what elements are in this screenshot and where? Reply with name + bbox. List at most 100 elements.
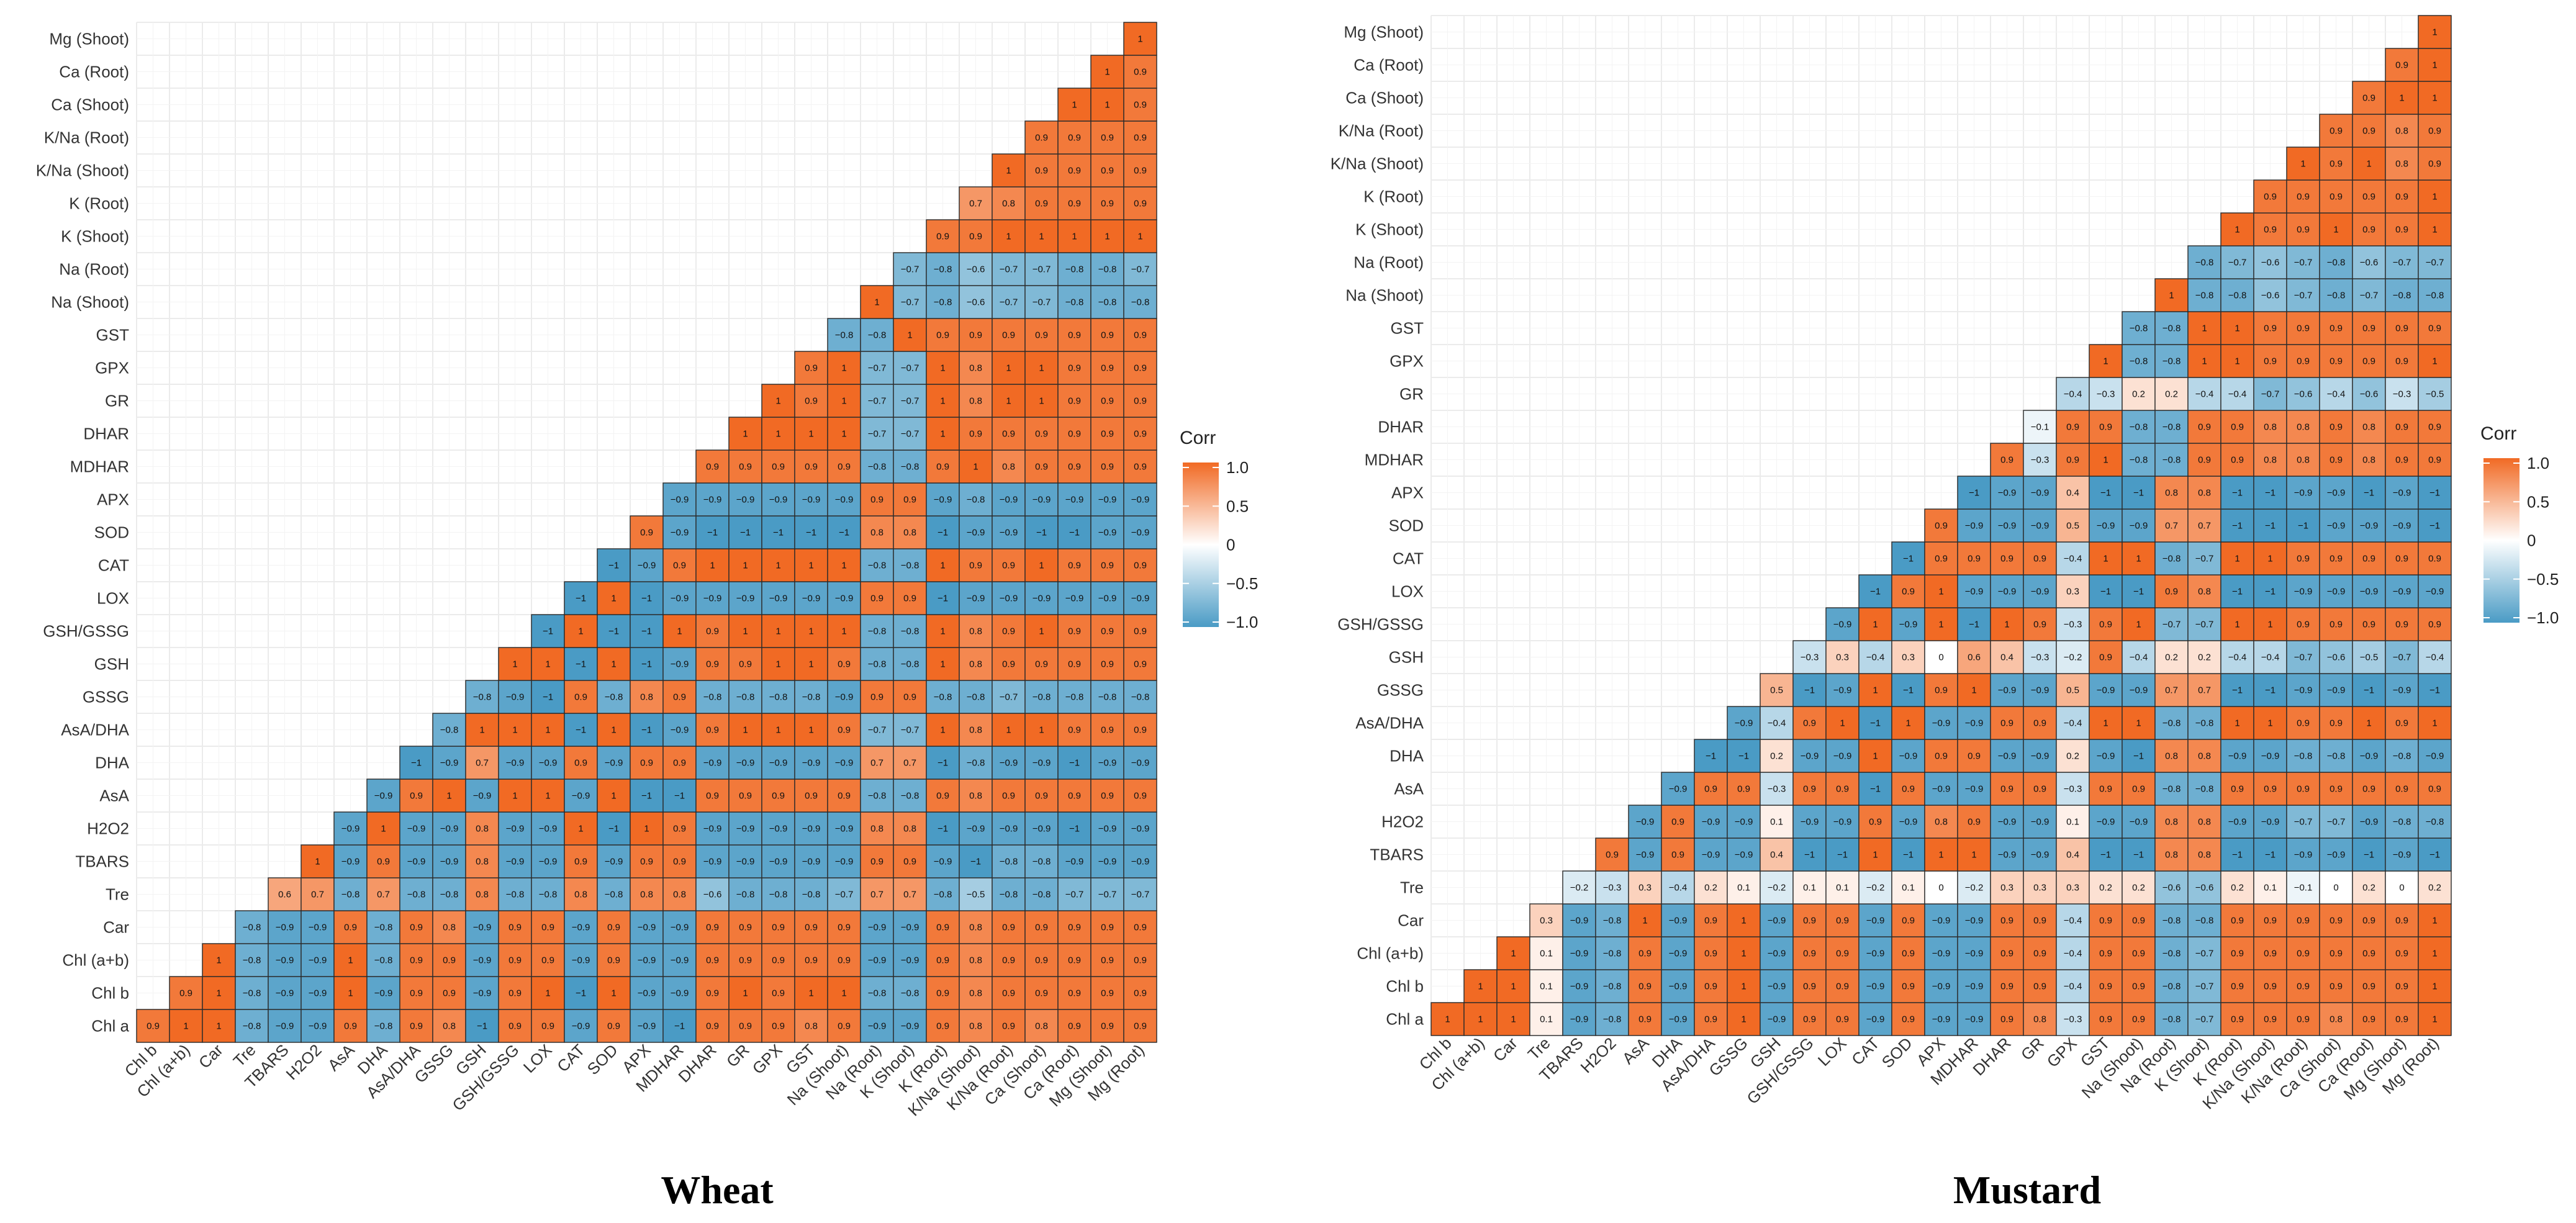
heatmap-cell [1858,640,1892,674]
cell-value-label: 1 [1511,982,1516,992]
cell-value-label: 0.9 [1035,988,1048,999]
heatmap-cell [662,844,697,878]
cell-value-label: 0.8 [2198,817,2211,828]
cell-value-label: 1 [2004,620,2009,630]
cell-value-label: −0.9 [802,824,821,834]
cell-value-label: 1 [545,791,550,801]
cell-value-label: 0.5 [1770,685,1783,696]
cell-value-label: −0.8 [2130,455,2148,466]
cell-value-label: 1 [1039,396,1044,407]
cell-value-label: −0.7 [2195,982,2214,992]
heatmap-cell [695,1009,730,1043]
y-tick-label: DHAR [1378,418,1424,436]
cell-value-label: −0.9 [1636,850,1655,860]
cell-value-label: −0.7 [2162,620,2181,630]
y-tick-label: Chl (a+b) [62,951,129,970]
cell-value-label: 0.8 [870,824,884,834]
heatmap-cell [827,746,861,780]
cell-value-label: 0.9 [1902,587,1915,597]
cell-value-label: 0.9 [574,692,587,703]
cell-value-label: 0.8 [1935,817,1948,828]
heatmap-cell [2385,1002,2419,1036]
cell-value-label: 0.9 [1606,850,1619,860]
heatmap-cell [1123,384,1157,418]
heatmap-cell [597,581,631,615]
cell-value-label: −0.9 [1702,817,1720,828]
heatmap-cell [2286,410,2320,444]
cell-value-label: 0.8 [969,1021,982,1032]
heatmap-cell [992,285,1026,319]
cell-value-label: 0.8 [2033,1014,2046,1025]
heatmap-cell [992,449,1026,484]
heatmap-cell [794,515,828,549]
heatmap-cell [1024,449,1059,484]
cell-value-label: 1 [512,725,517,736]
heatmap-cell [1562,1002,1596,1036]
cell-value-label: 0.7 [2198,521,2211,531]
cell-value-label: 0.8 [673,890,686,900]
cell-value-label: −0.9 [1998,751,2017,762]
cell-value-label: −0.9 [1932,949,1951,959]
cell-value-label: 1 [775,659,780,670]
cell-value-label: 0.9 [2099,916,2112,926]
cell-value-label: −0.9 [638,923,656,933]
heatmap-cell [695,647,730,681]
cell-value-label: 0.9 [2297,323,2310,334]
cell-value-label: 0.9 [2297,1014,2310,1025]
cell-value-label: −0.9 [2360,587,2379,597]
heatmap-cell [695,449,730,484]
cell-value-label: 0.9 [1101,988,1114,999]
heatmap-cell [2352,706,2386,740]
cell-value-label: 0.9 [1638,949,1652,959]
cell-value-label: 0.9 [2395,192,2408,202]
cell-value-label: 0.9 [541,1021,554,1032]
cell-value-label: −0.8 [934,297,952,308]
cell-value-label: 1 [2136,620,2141,630]
cell-value-label: 0.9 [739,923,752,933]
cell-value-label: −0.9 [1669,982,1688,992]
cell-value-label: −0.8 [407,890,426,900]
heatmap-cell [2385,179,2419,214]
cell-value-label: 0.9 [903,692,916,703]
y-tick-label: TBARS [75,852,129,871]
heatmap-cell [2253,508,2287,543]
cell-value-label: 0.9 [706,1021,719,1032]
heatmap-cell [2187,673,2221,707]
cell-value-label: 0.9 [838,725,851,736]
cell-value-label: 0.9 [1002,1021,1015,1032]
heatmap-cell [959,943,993,977]
heatmap-cell [465,910,499,944]
heatmap-cell [597,746,631,780]
cell-value-label: −0.9 [1965,784,1984,795]
cell-value-label: −0.9 [374,791,393,801]
heatmap-cell [2122,443,2156,477]
heatmap-cell [827,384,861,418]
heatmap-cell [564,778,598,813]
heatmap-cell [2286,443,2320,477]
heatmap-cell [1090,515,1124,549]
cell-value-label: 1 [2103,455,2108,466]
cell-value-label: 0.9 [1134,166,1147,176]
cell-value-label: 0.4 [2066,488,2079,499]
cell-value-label: −0.9 [835,758,854,769]
heatmap-cell [1057,153,1091,187]
heatmap-cell [2023,541,2057,575]
heatmap-cell [2418,114,2452,148]
cell-value-label: −0.9 [671,923,689,933]
heatmap-cell [1990,476,2024,510]
heatmap-cell [1024,713,1059,747]
cell-value-label: 0.2 [1704,883,1717,893]
cell-value-label: −0.9 [1965,916,1984,926]
cell-value-label: −0.8 [901,659,920,670]
cell-value-label: 0.9 [2132,949,2145,959]
heatmap-cell [794,449,828,484]
cell-value-label: −0.8 [2426,817,2444,828]
cell-value-label: 0.9 [838,462,851,472]
y-tick-label: K/Na (Root) [1339,122,1424,140]
heatmap-cell [2023,607,2057,641]
cell-value-label: 0.9 [706,791,719,801]
cell-value-label: −0.9 [1669,784,1688,795]
heatmap-cell [2319,870,2353,905]
heatmap-cell [728,943,762,977]
